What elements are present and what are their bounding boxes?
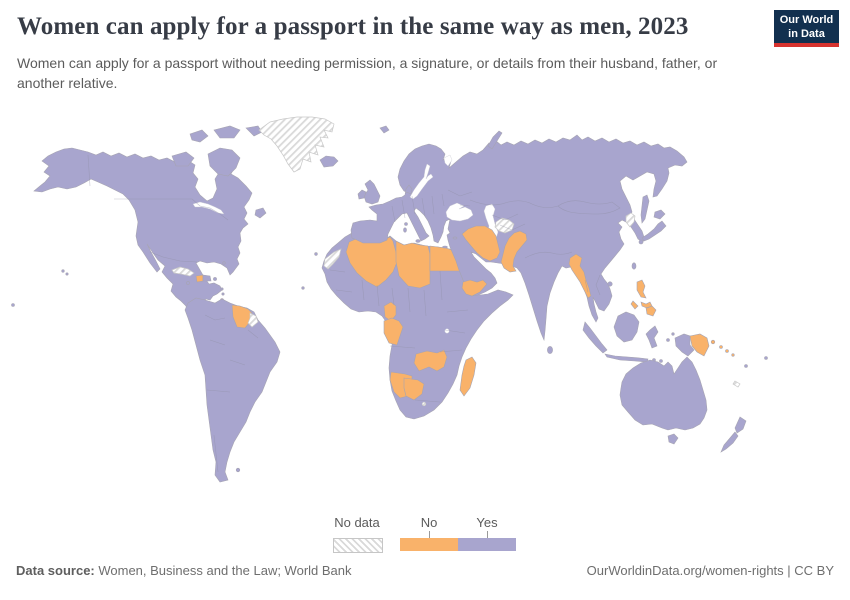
country-canada-arctic-islands[interactable]	[171, 125, 263, 177]
country-cameroon[interactable]	[383, 301, 397, 322]
country-western-sahara[interactable]	[323, 248, 342, 270]
legend-tick	[429, 531, 430, 538]
legend-label-no-data: No data	[334, 515, 380, 530]
country-svalbard[interactable]	[379, 125, 390, 134]
country-moluccas[interactable]	[671, 332, 675, 336]
country-moluccas[interactable]	[666, 338, 670, 342]
country-north-korea[interactable]	[625, 212, 636, 228]
country-solomon-islands[interactable]	[731, 353, 735, 357]
country-haiti[interactable]	[195, 274, 204, 283]
chart-footer: Data source: Women, Business and the Law…	[16, 563, 834, 578]
country-zambia-malawi[interactable]	[413, 349, 448, 372]
country-dominican-republic[interactable]	[202, 274, 212, 282]
country-greenland[interactable]	[258, 116, 335, 173]
country-sakhalin[interactable]	[640, 194, 650, 224]
great-lakes	[192, 201, 225, 215]
country-south-america[interactable]	[184, 297, 281, 483]
country-corsica-sardinia[interactable]	[404, 222, 408, 226]
country-sri-lanka[interactable]	[547, 346, 553, 354]
country-botswana[interactable]	[403, 377, 425, 401]
country-jamaica[interactable]	[186, 281, 190, 285]
country-falkland-islands[interactable]	[235, 467, 241, 473]
country-myanmar[interactable]	[568, 253, 592, 299]
country-cape-verde[interactable]	[301, 286, 305, 290]
country-north-america[interactable]	[33, 147, 253, 315]
legend-swatch-yes[interactable]	[458, 538, 516, 551]
country-sicily[interactable]	[415, 239, 421, 243]
page-subtitle: Women can apply for a passport without n…	[17, 55, 718, 91]
country-canary-islands[interactable]	[314, 252, 318, 256]
country-new-caledonia[interactable]	[732, 380, 741, 388]
legend-label-yes: Yes	[476, 515, 498, 530]
legend-label-no: No	[420, 515, 438, 530]
country-tasmania[interactable]	[667, 433, 679, 445]
border-alaska-canada	[87, 154, 91, 187]
border-africa	[329, 269, 469, 403]
country-papua-new-guinea[interactable]	[689, 333, 710, 357]
country-fiji[interactable]	[764, 356, 768, 360]
country-pakistan[interactable]	[500, 230, 528, 273]
country-french-guiana[interactable]	[247, 312, 259, 328]
country-vanuatu[interactable]	[744, 364, 748, 368]
country-newfoundland[interactable]	[254, 207, 267, 219]
country-solomon-islands[interactable]	[719, 345, 723, 349]
owid-logo[interactable]: Our World in Data	[774, 10, 839, 47]
country-philippines[interactable]	[630, 279, 657, 317]
country-crete[interactable]	[442, 245, 448, 249]
logo-red-bar	[774, 43, 839, 47]
country-kyushu[interactable]	[638, 239, 644, 245]
border-europe	[391, 189, 473, 223]
country-java[interactable]	[604, 353, 649, 363]
country-puerto-rico[interactable]	[213, 277, 217, 281]
country-cuba[interactable]	[171, 266, 195, 277]
country-ireland[interactable]	[357, 189, 367, 200]
country-lesser-sunda[interactable]	[659, 359, 663, 363]
data-source-text: Women, Business and the Law; World Bank	[94, 563, 352, 578]
country-lesser-antilles[interactable]	[220, 287, 224, 291]
country-sulawesi[interactable]	[645, 325, 659, 349]
border-us-mexico	[149, 251, 198, 263]
baltic-sea	[409, 163, 434, 200]
country-cyprus[interactable]	[452, 236, 458, 240]
country-new-zealand[interactable]	[720, 416, 747, 453]
country-pacific-island[interactable]	[11, 303, 15, 307]
black-sea	[445, 202, 474, 222]
border-south-america	[204, 314, 259, 473]
country-hawaii[interactable]	[61, 269, 65, 273]
country-yemen[interactable]	[461, 279, 488, 297]
country-hawaii[interactable]	[65, 272, 69, 276]
country-gabon-congo[interactable]	[383, 317, 404, 346]
page-title: Women can apply for a passport in the sa…	[17, 13, 689, 40]
lake-victoria	[444, 328, 450, 334]
country-borneo[interactable]	[613, 311, 640, 343]
legend-swatch-no[interactable]	[400, 538, 458, 551]
legend-tick	[487, 531, 488, 538]
country-iran[interactable]	[461, 225, 501, 262]
country-novaya-zemlya[interactable]	[487, 130, 503, 150]
country-west-papua[interactable]	[674, 333, 695, 357]
border-us-canada	[114, 198, 229, 221]
data-source-label: Data source:	[16, 563, 95, 578]
country-hainan[interactable]	[607, 281, 613, 287]
country-australia[interactable]	[619, 356, 708, 431]
border-asia	[469, 199, 621, 296]
country-corsica-sardinia[interactable]	[403, 227, 407, 233]
country-united-kingdom[interactable]	[363, 179, 381, 205]
white-sea	[443, 154, 453, 167]
country-lesotho[interactable]	[421, 401, 427, 407]
country-sumatra[interactable]	[582, 321, 608, 354]
country-libya[interactable]	[395, 240, 431, 289]
country-taiwan[interactable]	[631, 262, 637, 270]
country-iceland[interactable]	[319, 155, 339, 168]
country-lesser-antilles[interactable]	[221, 292, 225, 296]
country-new-britain[interactable]	[710, 339, 716, 345]
attribution-link[interactable]: OurWorldinData.org/women-rights | CC BY	[586, 563, 834, 578]
country-madagascar[interactable]	[459, 356, 477, 397]
country-bahamas[interactable]	[222, 261, 226, 265]
country-japan[interactable]	[641, 209, 667, 242]
legend-swatch-no-data[interactable]	[333, 538, 383, 553]
country-solomon-islands[interactable]	[725, 349, 729, 353]
